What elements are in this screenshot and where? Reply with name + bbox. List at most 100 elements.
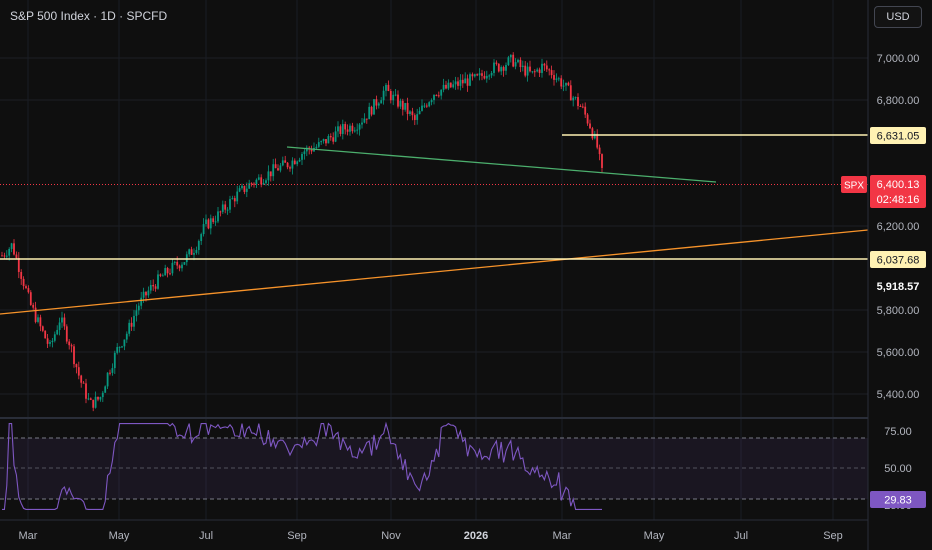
- candle-body: [555, 78, 558, 80]
- candle-body: [536, 69, 539, 72]
- candle-body: [289, 167, 291, 169]
- candle-body: [68, 341, 71, 346]
- candle-body: [601, 154, 603, 168]
- candle-body: [473, 74, 476, 77]
- x-tick-label: Mar: [19, 530, 38, 542]
- candle-body: [449, 82, 452, 88]
- candle-body: [53, 334, 56, 341]
- candle-body: [118, 346, 121, 348]
- candle-body: [529, 66, 531, 72]
- candle-body: [46, 338, 49, 344]
- candle-body: [77, 367, 80, 376]
- candle-body: [521, 65, 524, 68]
- candle-body: [229, 199, 231, 210]
- candle-body: [130, 322, 133, 327]
- candle-body: [485, 75, 488, 79]
- candle-body: [440, 89, 443, 96]
- candle-body: [10, 243, 13, 249]
- svg-text:02:48:16: 02:48:16: [877, 194, 920, 206]
- candle-body: [245, 188, 248, 192]
- x-tick-label: May: [109, 530, 130, 542]
- candle-body: [99, 397, 102, 400]
- candle-body: [284, 160, 287, 163]
- currency-button[interactable]: USD: [874, 6, 922, 28]
- candle-body: [519, 59, 522, 68]
- candle-body: [425, 105, 428, 107]
- candle-body: [147, 290, 150, 296]
- candle-body: [337, 126, 339, 132]
- candle-body: [37, 317, 39, 322]
- candle-body: [34, 307, 37, 322]
- candle-body: [584, 106, 587, 115]
- candle-body: [356, 129, 359, 131]
- candle-body: [574, 97, 577, 99]
- candle-body: [226, 209, 229, 211]
- candle-body: [452, 84, 455, 88]
- candle-body: [5, 255, 8, 257]
- candle-body: [392, 94, 395, 101]
- y-tick-label: 5,400.00: [877, 389, 920, 401]
- candle-body: [493, 62, 495, 73]
- y-tick-label: 5,800.00: [877, 305, 920, 317]
- candle-body: [267, 171, 270, 181]
- candle-body: [181, 264, 183, 269]
- candle-body: [310, 149, 313, 152]
- candle-body: [562, 85, 565, 87]
- candle-body: [505, 65, 507, 71]
- candle-body: [353, 130, 356, 132]
- candle-body: [233, 198, 236, 202]
- candle-body: [281, 160, 284, 166]
- candle-body: [413, 115, 416, 120]
- candle-body: [548, 69, 551, 71]
- candle-body: [44, 330, 47, 339]
- candle-body: [116, 347, 119, 353]
- candle-body: [334, 131, 337, 142]
- candle-body: [382, 90, 385, 101]
- candle-body: [495, 62, 498, 64]
- candle-body: [183, 262, 186, 265]
- x-axis: Mar May Jul Sep Nov 2026 Mar May Jul Sep: [19, 530, 843, 542]
- candle-body: [236, 191, 239, 202]
- candle-body: [238, 188, 241, 192]
- candle-body: [341, 124, 344, 134]
- svg-text:29.83: 29.83: [884, 495, 912, 507]
- candle-body: [87, 398, 90, 400]
- candle-body: [305, 147, 308, 152]
- candle-body: [154, 286, 157, 289]
- candle-body: [51, 340, 54, 343]
- candle-body: [368, 106, 371, 120]
- candle-body: [248, 183, 251, 189]
- candle-body: [121, 346, 123, 348]
- candle-body: [279, 165, 282, 171]
- candle-body: [500, 67, 503, 72]
- candle-body: [257, 177, 260, 180]
- candle-body: [32, 304, 35, 308]
- candle-body: [241, 185, 243, 189]
- candle-body: [442, 84, 445, 90]
- candle-body: [125, 333, 128, 340]
- x-tick-label: 2026: [464, 530, 488, 542]
- rsi-tick-label: 75.00: [884, 426, 912, 438]
- candle-body: [75, 364, 78, 368]
- svg-text:6,400.13: 6,400.13: [877, 179, 920, 191]
- candle-body: [586, 114, 589, 124]
- candle-body: [394, 94, 397, 96]
- candle-body: [389, 90, 392, 101]
- candle-body: [447, 82, 450, 89]
- candle-body: [89, 398, 92, 400]
- candle-body: [380, 100, 383, 104]
- candle-body: [212, 218, 215, 222]
- candle-body: [272, 164, 275, 177]
- candle-body: [349, 125, 351, 132]
- candlestick-series: [1, 52, 603, 412]
- candle-body: [61, 317, 63, 323]
- candle-body: [166, 268, 169, 274]
- candle-body: [145, 291, 147, 296]
- candle-body: [373, 99, 375, 115]
- candle-body: [327, 136, 330, 144]
- candle-body: [471, 74, 474, 77]
- candle-body: [298, 159, 301, 162]
- candle-body: [509, 54, 512, 58]
- candle-body: [365, 118, 368, 120]
